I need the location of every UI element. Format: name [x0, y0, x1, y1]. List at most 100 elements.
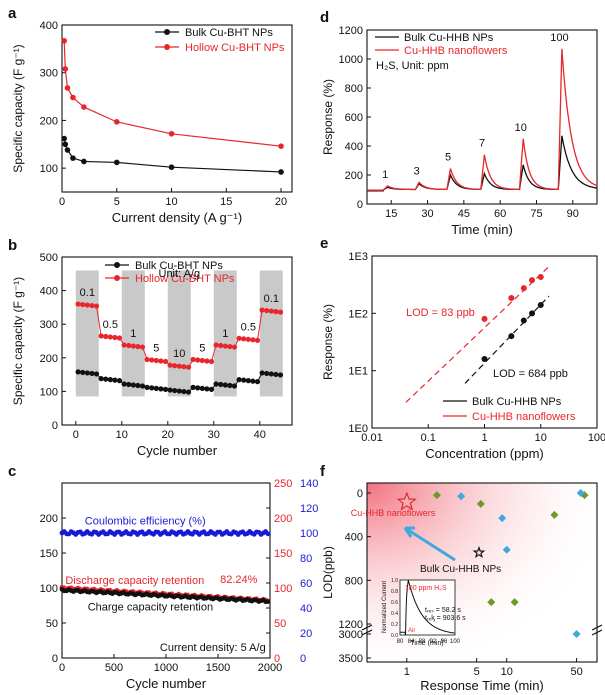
f-inset-frame — [399, 579, 456, 636]
b-point — [199, 385, 205, 391]
a-point — [70, 94, 76, 101]
b-point — [98, 333, 104, 339]
b-point — [112, 334, 118, 341]
b-ytick-label: 0 — [52, 420, 58, 432]
f-inset-xtick: 100 — [450, 639, 461, 645]
panel-label-c: c — [8, 463, 16, 480]
b-point — [172, 363, 178, 369]
f-xtick-label: 50 — [570, 666, 582, 678]
b-xtick-label: 30 — [208, 429, 220, 441]
f-point — [550, 510, 559, 519]
a-point — [61, 37, 67, 44]
b-point — [135, 343, 141, 350]
b-point — [139, 344, 146, 350]
b-point — [103, 333, 109, 340]
e-xtick-label: 100 — [588, 432, 605, 444]
f-ytick-label: 3000 — [339, 629, 363, 641]
c-y1-right-tick-label: 0 — [274, 653, 280, 665]
panel-label-e: e — [320, 235, 328, 252]
f-point — [576, 489, 585, 497]
c-xtick-label: 1500 — [206, 662, 230, 674]
d-pulse-label: 7 — [479, 138, 485, 150]
b-point — [80, 369, 86, 376]
a-point — [81, 158, 87, 165]
f-point — [498, 514, 507, 523]
b-rate-label: 1 — [222, 328, 228, 340]
b-point — [139, 383, 146, 389]
d-ytick-label: 400 — [345, 141, 363, 153]
b-point — [107, 334, 113, 340]
e-xtick-label: 1 — [481, 432, 487, 444]
c-xtick-label: 2000 — [258, 662, 282, 674]
f-xlabel: Response Time (min) — [420, 678, 544, 693]
panel-label-d: d — [320, 9, 329, 26]
b-point — [176, 388, 182, 394]
e-point — [508, 333, 515, 340]
b-ytick-label: 400 — [40, 286, 58, 298]
f-ytick-label: 0 — [357, 488, 363, 500]
f-inset-ylabel: Normalized Current — [382, 581, 388, 633]
a-point — [62, 141, 69, 148]
a-point — [61, 135, 67, 142]
b-point — [204, 386, 210, 392]
f-xtick-label: 5 — [474, 666, 480, 678]
plot-frame-b — [61, 256, 293, 426]
d-legend-0: Bulk Cu-HHB NPs — [404, 32, 494, 44]
b-point — [213, 381, 219, 387]
plot-frame-f — [366, 482, 598, 663]
e-point — [520, 317, 527, 324]
b-point — [227, 343, 233, 350]
f-inset-air: Air — [408, 628, 415, 634]
d-ytick-label: 200 — [345, 170, 363, 182]
d-pulse-label: 1 — [382, 169, 388, 181]
c-annotation-charge: Charge capacity retention — [88, 601, 213, 613]
b-rate-label: 0.1 — [80, 287, 95, 299]
f-inset-xtick: 80 — [397, 639, 404, 645]
b-point — [93, 303, 100, 309]
c-y2tick-label: 100 — [300, 528, 318, 540]
b-xtick-label: 0 — [73, 429, 79, 441]
b-point — [259, 370, 265, 376]
d-xtick-label: 15 — [385, 208, 397, 220]
panel-label-b: b — [8, 237, 17, 254]
b-point — [273, 371, 279, 378]
b-rate-label: 0.5 — [103, 319, 118, 331]
b-point — [250, 378, 256, 384]
a-ytick-label: 200 — [40, 115, 58, 127]
f-ytick-label: 1200 — [339, 619, 363, 631]
b-point — [89, 302, 95, 309]
d-xtick-label: 75 — [530, 208, 542, 220]
e-ylabel: Response (%) — [321, 304, 335, 380]
b-point — [107, 377, 113, 383]
a-xtick-label: 5 — [114, 196, 120, 208]
b-point — [208, 386, 215, 392]
b-point — [167, 387, 173, 393]
c-y2tick-label: 80 — [300, 553, 312, 565]
b-point — [158, 386, 164, 392]
b-point — [153, 357, 159, 364]
e-point — [481, 315, 488, 322]
a-ytick-label: 400 — [40, 20, 58, 32]
c-xtick-label: 500 — [105, 662, 123, 674]
b-ytick-label: 100 — [40, 386, 58, 398]
b-ytick-label: 200 — [40, 353, 58, 365]
f-inset-xtick: 84 — [408, 639, 415, 645]
b-point — [75, 369, 81, 375]
b-point — [250, 337, 256, 343]
b-point — [162, 386, 169, 392]
a-xtick-label: 0 — [59, 196, 65, 208]
b-point — [89, 370, 95, 377]
d-pulse-label: 100 — [550, 32, 568, 44]
c-annotation-ce: Coulombic efficiency (%) — [85, 515, 206, 527]
f-point — [432, 491, 441, 500]
c-y2tick-label: 120 — [300, 503, 318, 515]
a-legend-1: Hollow Cu-BHT NPs — [185, 42, 285, 54]
f-point — [476, 499, 485, 508]
a-legend-0-marker — [164, 29, 170, 35]
b-point — [236, 377, 242, 383]
b-segment-band — [75, 270, 99, 397]
b-point — [121, 381, 127, 387]
a-xtick-label: 20 — [275, 196, 287, 208]
b-point — [185, 364, 192, 370]
b-point — [222, 382, 228, 388]
